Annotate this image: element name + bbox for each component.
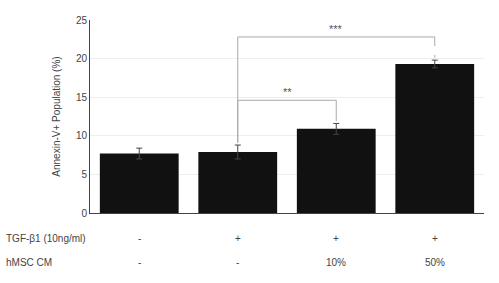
svg-text:Annexin-V+ Population (%): Annexin-V+ Population (%) (51, 56, 62, 176)
svg-text:10: 10 (76, 130, 88, 141)
svg-text:+: + (432, 233, 438, 244)
svg-text:+: + (235, 233, 241, 244)
svg-text:hMSC CM: hMSC CM (6, 257, 52, 268)
svg-text:+: + (333, 233, 339, 244)
svg-text:25: 25 (76, 15, 88, 26)
svg-text:5: 5 (81, 169, 87, 180)
svg-text:10%: 10% (326, 257, 346, 268)
svg-text:15: 15 (76, 92, 88, 103)
svg-text:50%: 50% (425, 257, 445, 268)
svg-text:-: - (138, 233, 141, 244)
svg-text:***: *** (329, 23, 343, 35)
svg-text:**: ** (283, 86, 292, 98)
svg-text:20: 20 (76, 53, 88, 64)
svg-text:-: - (138, 257, 141, 268)
svg-text:0: 0 (81, 208, 87, 219)
svg-text:TGF-β1 (10ng/ml): TGF-β1 (10ng/ml) (6, 233, 86, 244)
svg-text:-: - (236, 257, 239, 268)
